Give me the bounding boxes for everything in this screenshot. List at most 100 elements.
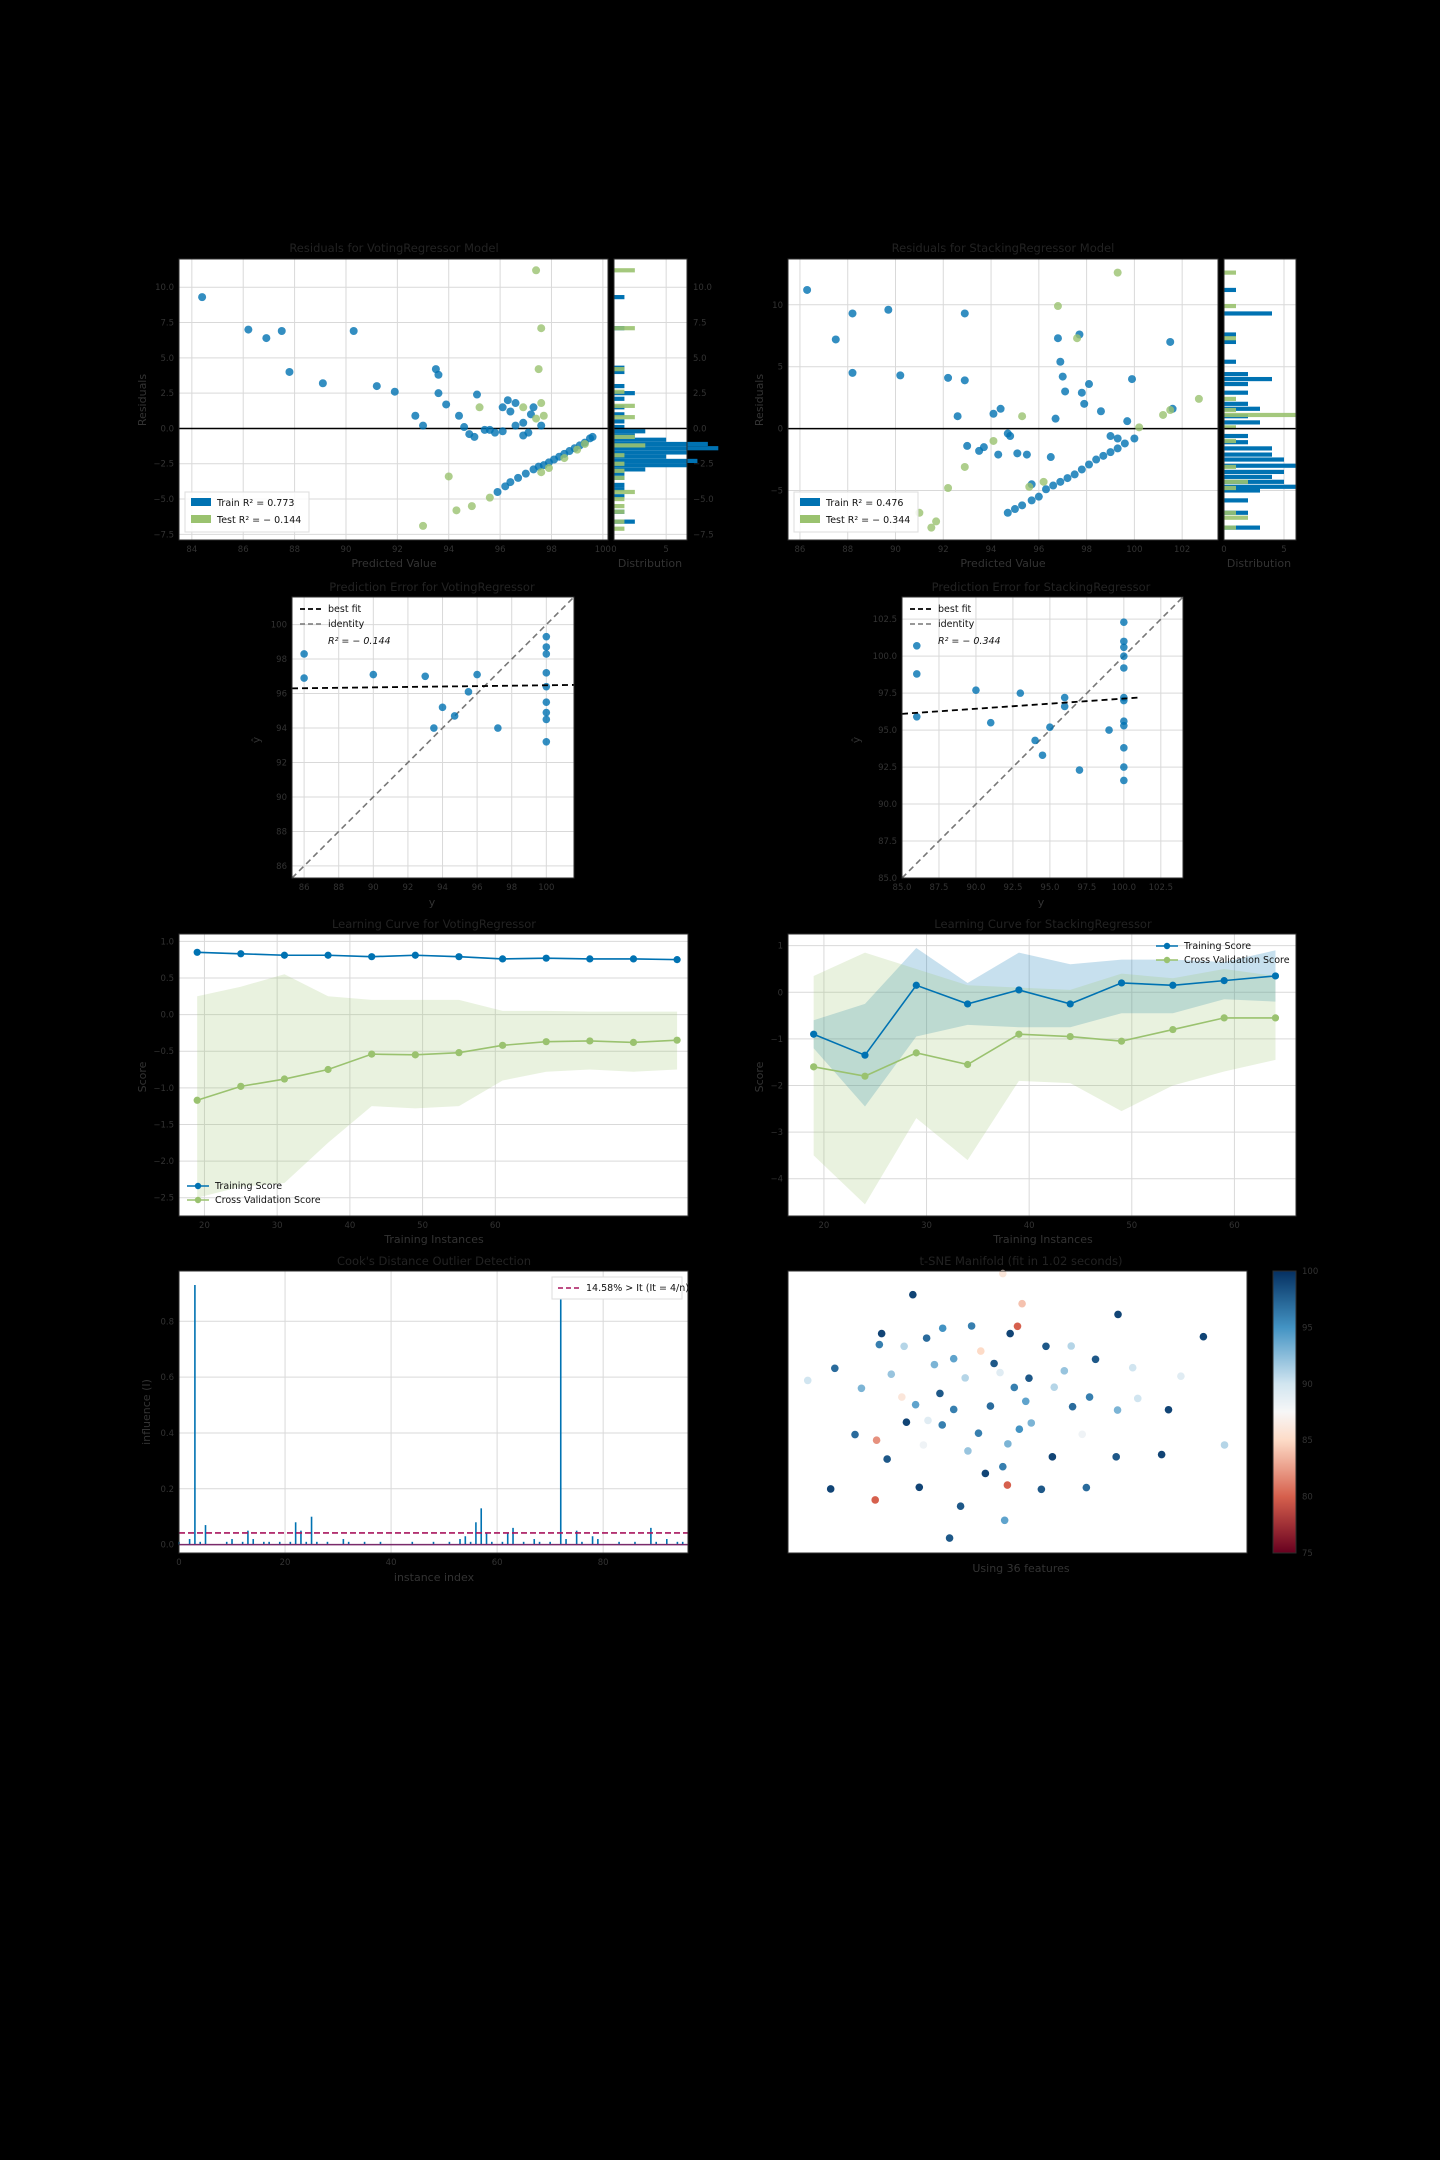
manifold-point [851, 1430, 859, 1439]
prediction-point [1120, 717, 1128, 726]
train-point [1046, 453, 1055, 462]
y-tick-label: 1.0 [160, 937, 174, 947]
x-tick-label: 86 [238, 545, 249, 555]
x-tick-label: 94 [986, 545, 997, 555]
x-tick-label: 90 [341, 545, 352, 555]
train-point [390, 387, 399, 396]
legend-label-test: Test R² = − 0.144 [216, 515, 301, 526]
test-point [537, 468, 546, 477]
x-tick-label: 98 [506, 883, 517, 893]
legend: best fit identity R² = − 0.144 [300, 604, 391, 647]
prediction-point [369, 670, 378, 679]
histogram-bar-train [614, 482, 625, 488]
histogram-bar-test [1224, 464, 1236, 470]
train-point [1130, 434, 1139, 443]
train-point [1042, 485, 1050, 494]
plot-area [179, 934, 688, 1216]
cv-score-point [324, 1065, 332, 1074]
test-point [1025, 482, 1034, 491]
histogram-bar-train [614, 467, 646, 472]
y-tick-label: 92.5 [878, 763, 897, 773]
cv-score-point [1271, 1014, 1280, 1022]
train-point [460, 423, 469, 432]
x-tick-label: 86 [299, 883, 310, 893]
x-tick-label: 100 [1126, 545, 1142, 555]
manifold-point [915, 1483, 924, 1492]
histogram-bar-test [614, 504, 625, 509]
x-tick-label: 100.0 [1112, 883, 1136, 893]
train-point [277, 327, 286, 336]
train-point [419, 421, 428, 430]
train-point [521, 469, 530, 478]
train-point [960, 309, 969, 318]
x-tick-label: 97.5 [1077, 883, 1096, 893]
y-tick-label: −1.5 [153, 1120, 174, 1130]
y-tick-label: 2.5 [693, 389, 707, 399]
test-point [1053, 302, 1062, 311]
x-tick-label: 60 [1229, 1221, 1240, 1231]
y-tick-label: −0.5 [153, 1047, 174, 1057]
test-point [537, 399, 546, 408]
x-tick-label: 96 [1033, 545, 1044, 555]
histogram-bar-train [1224, 332, 1236, 337]
manifold-point [930, 1360, 939, 1369]
manifold-point [898, 1393, 906, 1401]
train-score-point [673, 956, 681, 964]
cv-score-point [629, 1038, 638, 1047]
y-tick-label: 0.4 [160, 1429, 174, 1439]
legend: Training Score Cross Validation Score [1156, 941, 1290, 966]
prediction-point [430, 724, 438, 732]
train-point [285, 367, 294, 376]
manifold-point [1013, 1322, 1022, 1331]
histogram-bar-test [614, 475, 625, 480]
chart-title: Learning Curve for VotingRegressor [332, 917, 536, 931]
train-point [831, 335, 840, 344]
prediction-point [1075, 766, 1084, 774]
train-point [1106, 448, 1115, 457]
colorbar-tick-label: 100 [1302, 1267, 1318, 1277]
learning-curve-stacking-chart: Learning Curve for StackingRegressor Tra… [753, 917, 1297, 1246]
manifold-point [976, 1347, 985, 1355]
train-point [490, 428, 499, 437]
x-tick-label: 87.5 [930, 883, 949, 893]
manifold-point [922, 1334, 931, 1342]
x-tick-label: 88 [842, 545, 853, 555]
prediction-point [1105, 726, 1113, 734]
cv-score-point [280, 1075, 289, 1083]
cv-score-point [368, 1050, 376, 1058]
test-point [444, 472, 453, 481]
train-point [1056, 477, 1065, 486]
manifold-point [900, 1342, 908, 1351]
x-tick-label: 92 [403, 883, 414, 893]
manifold-point [1128, 1363, 1137, 1372]
train-point [1058, 372, 1067, 381]
legend-label-train: Train R² = 0.476 [825, 498, 903, 509]
histogram-bar-train [1224, 406, 1260, 411]
x-tick-label: 95.0 [1040, 883, 1059, 893]
histogram-bar-test [614, 389, 625, 394]
x-axis-label: Predicted Value [351, 557, 437, 570]
prediction-point [1120, 643, 1128, 652]
histogram-bar-train [614, 458, 698, 464]
test-point [1039, 477, 1048, 486]
train-score-point [1066, 1000, 1074, 1008]
learning-curve-voting-chart: Learning Curve for VotingRegressor Train… [136, 917, 689, 1246]
legend: Train R² = 0.773 Test R² = − 0.144 [184, 491, 310, 533]
x-tick-label: 40 [1024, 1221, 1035, 1231]
legend-label-best-fit: best fit [938, 604, 972, 615]
y-tick-label: 100.0 [873, 652, 897, 662]
histogram-bar-train [614, 437, 667, 442]
cv-score-point [498, 1041, 507, 1049]
x-axis-label: Predicted Value [960, 557, 1046, 570]
plot-frame [901, 596, 1184, 879]
test-point [989, 436, 998, 445]
prediction-point [542, 643, 551, 651]
histogram-bar-train [1224, 474, 1272, 479]
y-tick-label: 0.0 [160, 1541, 174, 1551]
train-point [498, 403, 507, 412]
manifold-point [945, 1534, 954, 1542]
histogram-bar-train [1224, 376, 1272, 382]
plot-frame [787, 933, 1297, 1217]
histogram-bar-test [1224, 270, 1236, 275]
y-tick-label: −2.5 [153, 1194, 174, 1204]
